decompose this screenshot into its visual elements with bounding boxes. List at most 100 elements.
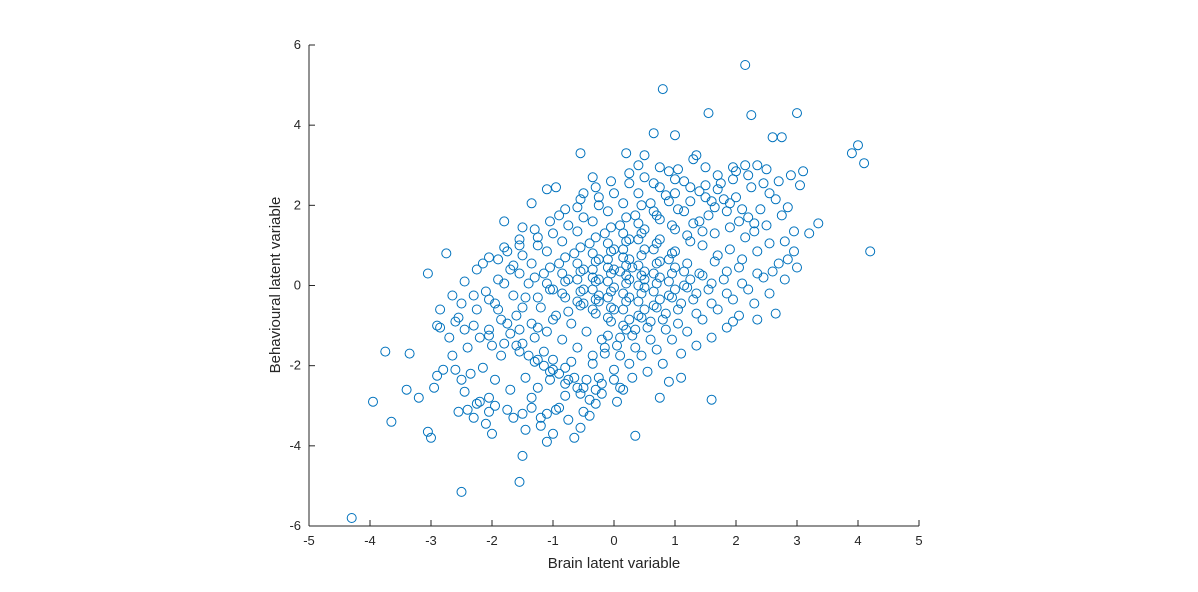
data-point <box>642 366 653 377</box>
data-point <box>782 202 793 213</box>
data-point <box>484 330 494 341</box>
data-point <box>459 386 470 397</box>
data-point <box>682 326 693 337</box>
data-point <box>578 264 589 275</box>
data-point <box>554 210 565 221</box>
data-point <box>685 236 696 247</box>
data-point <box>618 384 629 395</box>
data-point <box>523 350 534 361</box>
data-point <box>545 262 555 273</box>
data-point <box>721 288 732 299</box>
data-point <box>770 194 781 205</box>
data-point <box>633 260 644 271</box>
data-point <box>673 318 683 329</box>
data-point <box>609 364 619 375</box>
data-point <box>758 272 769 283</box>
data-point <box>487 428 497 439</box>
data-point <box>368 396 378 407</box>
data-point <box>444 332 455 343</box>
data-point <box>688 294 699 305</box>
data-point <box>667 334 677 345</box>
data-point <box>499 242 510 253</box>
data-point <box>526 402 537 413</box>
data-point <box>484 392 494 403</box>
data-point <box>456 486 467 497</box>
data-point <box>438 364 449 375</box>
data-point <box>663 196 674 207</box>
data-point <box>505 384 516 395</box>
data-point <box>749 226 760 237</box>
data-point <box>474 332 485 343</box>
data-point <box>462 404 473 415</box>
data-point <box>459 276 470 287</box>
data-point <box>670 174 680 185</box>
data-point <box>529 332 540 343</box>
data-point <box>703 108 714 119</box>
data-point <box>776 210 787 221</box>
data-point <box>694 268 705 279</box>
data-point <box>566 356 577 367</box>
data-point <box>724 198 735 209</box>
data-point <box>584 238 595 249</box>
x-axis-title: Brain latent variable <box>548 555 681 572</box>
data-point <box>624 234 635 245</box>
data-point <box>630 324 641 335</box>
data-point <box>422 426 433 437</box>
data-point <box>520 424 531 435</box>
data-point <box>712 250 723 261</box>
data-point <box>749 298 760 309</box>
data-point <box>529 356 540 367</box>
data-point <box>575 422 586 433</box>
data-point <box>776 132 787 143</box>
data-point <box>532 382 543 393</box>
data-point <box>813 218 824 229</box>
data-point <box>667 248 677 259</box>
data-point <box>468 290 479 301</box>
data-point <box>615 332 626 343</box>
data-point <box>743 212 754 223</box>
x-tick-label: 2 <box>732 533 739 548</box>
data-point <box>517 408 528 419</box>
data-point <box>767 132 778 143</box>
data-point <box>587 358 598 369</box>
data-point <box>566 318 577 329</box>
data-point <box>670 246 680 257</box>
data-point <box>746 182 757 193</box>
data-point <box>502 404 513 415</box>
data-point <box>493 274 504 285</box>
data-point <box>728 294 738 305</box>
data-point <box>706 332 717 343</box>
data-point <box>688 154 699 165</box>
data-point <box>380 346 391 357</box>
data-point <box>654 256 665 267</box>
data-point <box>526 392 537 403</box>
data-point <box>627 330 638 341</box>
data-point <box>621 148 632 159</box>
data-point <box>545 366 555 377</box>
plot-area: -5 -4 -3 -2 -1 0 1 2 3 4 5 -6 -4 -2 0 2 4 6 <box>289 37 922 548</box>
data-point <box>560 378 571 389</box>
data-point <box>593 200 604 211</box>
data-point <box>697 270 708 281</box>
data-point <box>471 398 482 409</box>
data-point <box>459 324 470 335</box>
data-point <box>435 304 446 315</box>
data-point <box>499 338 510 349</box>
data-point <box>697 240 708 251</box>
data-point <box>532 292 543 303</box>
data-point <box>474 396 485 407</box>
data-point <box>554 258 565 269</box>
data-point <box>654 162 665 173</box>
data-point <box>670 130 680 141</box>
x-tick-label: 0 <box>610 533 617 548</box>
data-point <box>541 246 552 257</box>
data-point <box>520 372 531 383</box>
data-point <box>557 288 568 299</box>
data-point <box>706 278 717 289</box>
data-point <box>740 160 751 171</box>
data-point <box>502 318 513 329</box>
data-point <box>572 342 583 353</box>
data-point <box>508 290 519 301</box>
data-point <box>548 354 558 365</box>
data-point <box>551 182 561 193</box>
